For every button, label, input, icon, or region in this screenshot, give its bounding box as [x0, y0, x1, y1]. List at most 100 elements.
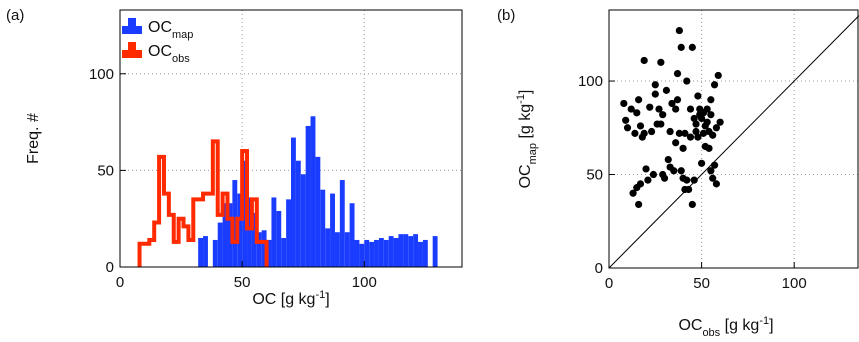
scatter-point	[640, 129, 648, 137]
histogram-bar-map	[408, 236, 414, 267]
scatter-point	[649, 170, 658, 179]
scatter-point	[685, 185, 693, 194]
histogram-bar-map	[295, 160, 301, 267]
histogram-bar-map	[374, 239, 379, 267]
scatter-point	[699, 129, 708, 137]
panel-b-xtick-label: 50	[693, 275, 710, 292]
scatter-point	[705, 144, 713, 152]
scatter-point	[657, 120, 665, 128]
histogram-bar-map	[315, 156, 321, 267]
panel-a-ytick-label: 100	[89, 66, 114, 83]
scatter-point	[707, 111, 715, 119]
histogram-bar-map	[198, 238, 204, 267]
histogram-bar-map	[330, 193, 335, 267]
scatter-point	[697, 114, 706, 123]
scatter-point	[686, 133, 695, 141]
legend-swatch	[122, 18, 142, 34]
histogram-bar-map	[413, 234, 419, 267]
histogram-bar-map	[320, 189, 326, 267]
histogram-bar-map	[291, 137, 296, 267]
histogram-bar-map	[232, 180, 238, 267]
histogram-bar-map	[247, 197, 252, 267]
histogram-bar-map	[212, 239, 218, 267]
scatter-point	[712, 180, 721, 188]
scatter-point	[672, 139, 680, 147]
histogram-bar-map	[359, 243, 365, 267]
scatter-point	[675, 129, 683, 137]
scatter-point	[636, 122, 645, 130]
histogram-step-obs	[137, 139, 269, 267]
histogram-bar-map	[242, 160, 248, 267]
panel-a-label: (a)	[6, 7, 24, 24]
histogram-bar-map	[432, 236, 438, 267]
scatter-point	[640, 56, 648, 65]
histogram-bar-map	[310, 116, 316, 267]
scatter-point	[662, 86, 671, 94]
scatter-point	[677, 167, 685, 175]
panel-b-label: (b)	[497, 7, 515, 24]
scatter-point	[707, 167, 715, 175]
scatter-point	[686, 105, 695, 113]
panel-a-ticks: 0 50 100 0 50 100	[89, 66, 377, 291]
histogram-bar-map	[354, 239, 360, 267]
panel-a-grid	[120, 10, 462, 267]
scatter-point	[709, 174, 717, 182]
histogram-bar-map	[266, 239, 272, 267]
histogram-bar-map	[222, 203, 228, 267]
histogram-bar-map	[276, 210, 282, 267]
scatter-point	[633, 109, 641, 117]
scatter-point	[657, 58, 665, 66]
scatter-point	[694, 92, 702, 100]
panel-a-x-axis-title: OC [g kg-1]	[252, 289, 329, 308]
histogram-bar-map	[203, 236, 208, 267]
scatter-point	[651, 90, 659, 98]
histogram-bar-map	[217, 222, 223, 267]
legend-label: OCmap	[148, 19, 193, 41]
scatter-point	[673, 96, 682, 104]
panel-b-x-axis-title: OCobs [g kg-1]	[678, 315, 773, 337]
histogram-bar-map	[251, 212, 257, 267]
panel-a-ytick-label: 50	[97, 162, 114, 179]
panel-a-ytick-label: 0	[106, 259, 114, 276]
histogram-bar-map	[271, 197, 277, 267]
scatter-point	[623, 124, 632, 132]
legend-label: OCobs	[148, 43, 190, 65]
scatter-point	[629, 189, 637, 197]
histogram-bar-map	[378, 238, 384, 267]
scatter-point	[707, 96, 715, 104]
panel-b-ytick-label: 50	[586, 167, 603, 184]
scatter-point	[673, 69, 682, 78]
scatter-point	[636, 180, 645, 188]
scatter-point	[716, 118, 724, 126]
histogram-bar-map	[388, 236, 394, 267]
panel-b-y-axis-title: OCmap [g kg-1]	[515, 90, 539, 189]
panel-b-grid	[609, 10, 859, 268]
scatter-point	[690, 114, 698, 123]
panel-b-points	[620, 26, 724, 209]
histogram-bar-map	[227, 203, 233, 267]
scatter-point	[642, 165, 650, 173]
scatter-point	[635, 200, 643, 209]
scatter-point	[651, 81, 659, 89]
scatter-point	[683, 176, 691, 184]
panel-b-ytick-label: 100	[578, 73, 603, 90]
scatter-point	[631, 129, 639, 137]
scatter-point	[710, 161, 719, 169]
scatter-point	[690, 176, 698, 184]
scatter-point	[683, 77, 691, 85]
scatter-point	[655, 105, 663, 113]
scatter-point	[679, 144, 687, 152]
panel-b-ytick-label: 0	[595, 260, 603, 277]
scatter-point	[692, 120, 700, 128]
scatter-point	[677, 43, 685, 51]
scatter-point	[659, 111, 667, 119]
histogram-bar-map	[261, 230, 267, 267]
histogram-bar-map	[305, 125, 311, 267]
scatter-point	[703, 105, 711, 113]
scatter-point	[647, 127, 656, 136]
histogram-bar-map	[237, 193, 243, 267]
scatter-point	[660, 174, 669, 182]
